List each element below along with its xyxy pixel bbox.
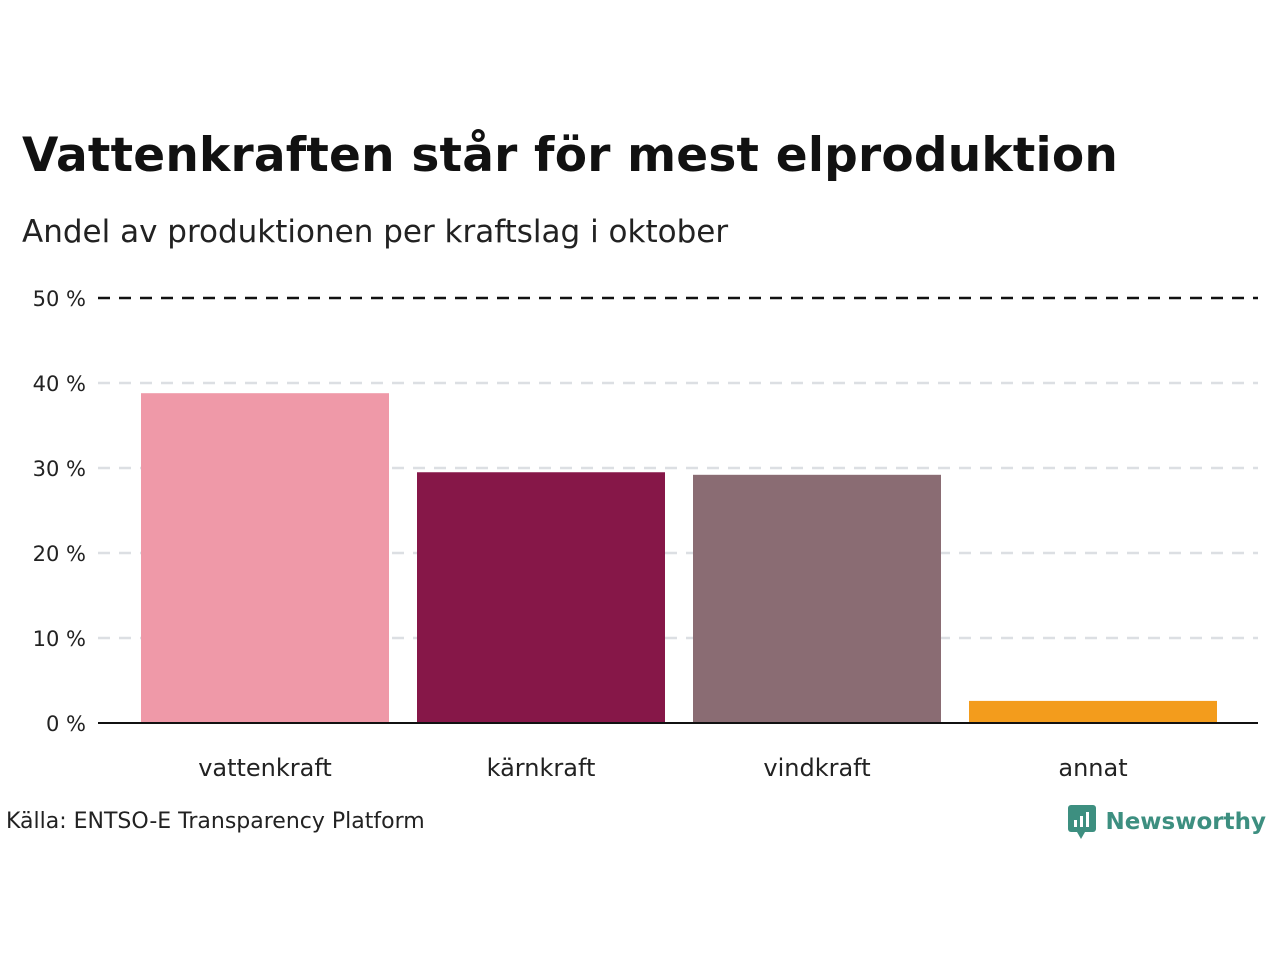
x-category-label: kärnkraft <box>487 754 596 782</box>
bar-chart: 0 % 10 % 20 % 30 % 40 % 50 % vattenkraft kärnk… <box>33 287 1258 782</box>
y-tick-label: 20 % <box>33 542 86 566</box>
bars <box>141 393 1217 723</box>
bar-karnkraft <box>417 472 665 723</box>
x-category-label: vindkraft <box>763 754 870 782</box>
x-axis-labels: vattenkraft kärnkraft vindkraft annat <box>198 754 1127 782</box>
newsworthy-logo-icon <box>1068 805 1097 839</box>
y-tick-label: 40 % <box>33 372 86 396</box>
y-tick-label: 0 % <box>46 712 86 736</box>
brand-name: Newsworthy <box>1105 809 1266 835</box>
bar-vindkraft <box>693 474 941 723</box>
x-category-label: vattenkraft <box>198 754 332 782</box>
x-category-label: annat <box>1058 754 1127 782</box>
bar-vattenkraft <box>141 393 389 723</box>
chart-subtitle: Andel av produktionen per kraftslag i ok… <box>22 214 729 250</box>
y-axis-ticks: 0 % 10 % 20 % 30 % 40 % 50 % <box>33 287 86 736</box>
y-tick-label: 30 % <box>33 457 86 481</box>
bar-annat <box>969 700 1217 723</box>
chart-title: Vattenkraften står för mest elproduktion <box>22 128 1118 183</box>
brand-logo: Newsworthy <box>1067 804 1266 840</box>
source-note: Källa: ENTSO-E Transparency Platform <box>6 809 425 834</box>
y-tick-label: 50 % <box>33 287 86 311</box>
y-tick-label: 10 % <box>33 627 86 651</box>
